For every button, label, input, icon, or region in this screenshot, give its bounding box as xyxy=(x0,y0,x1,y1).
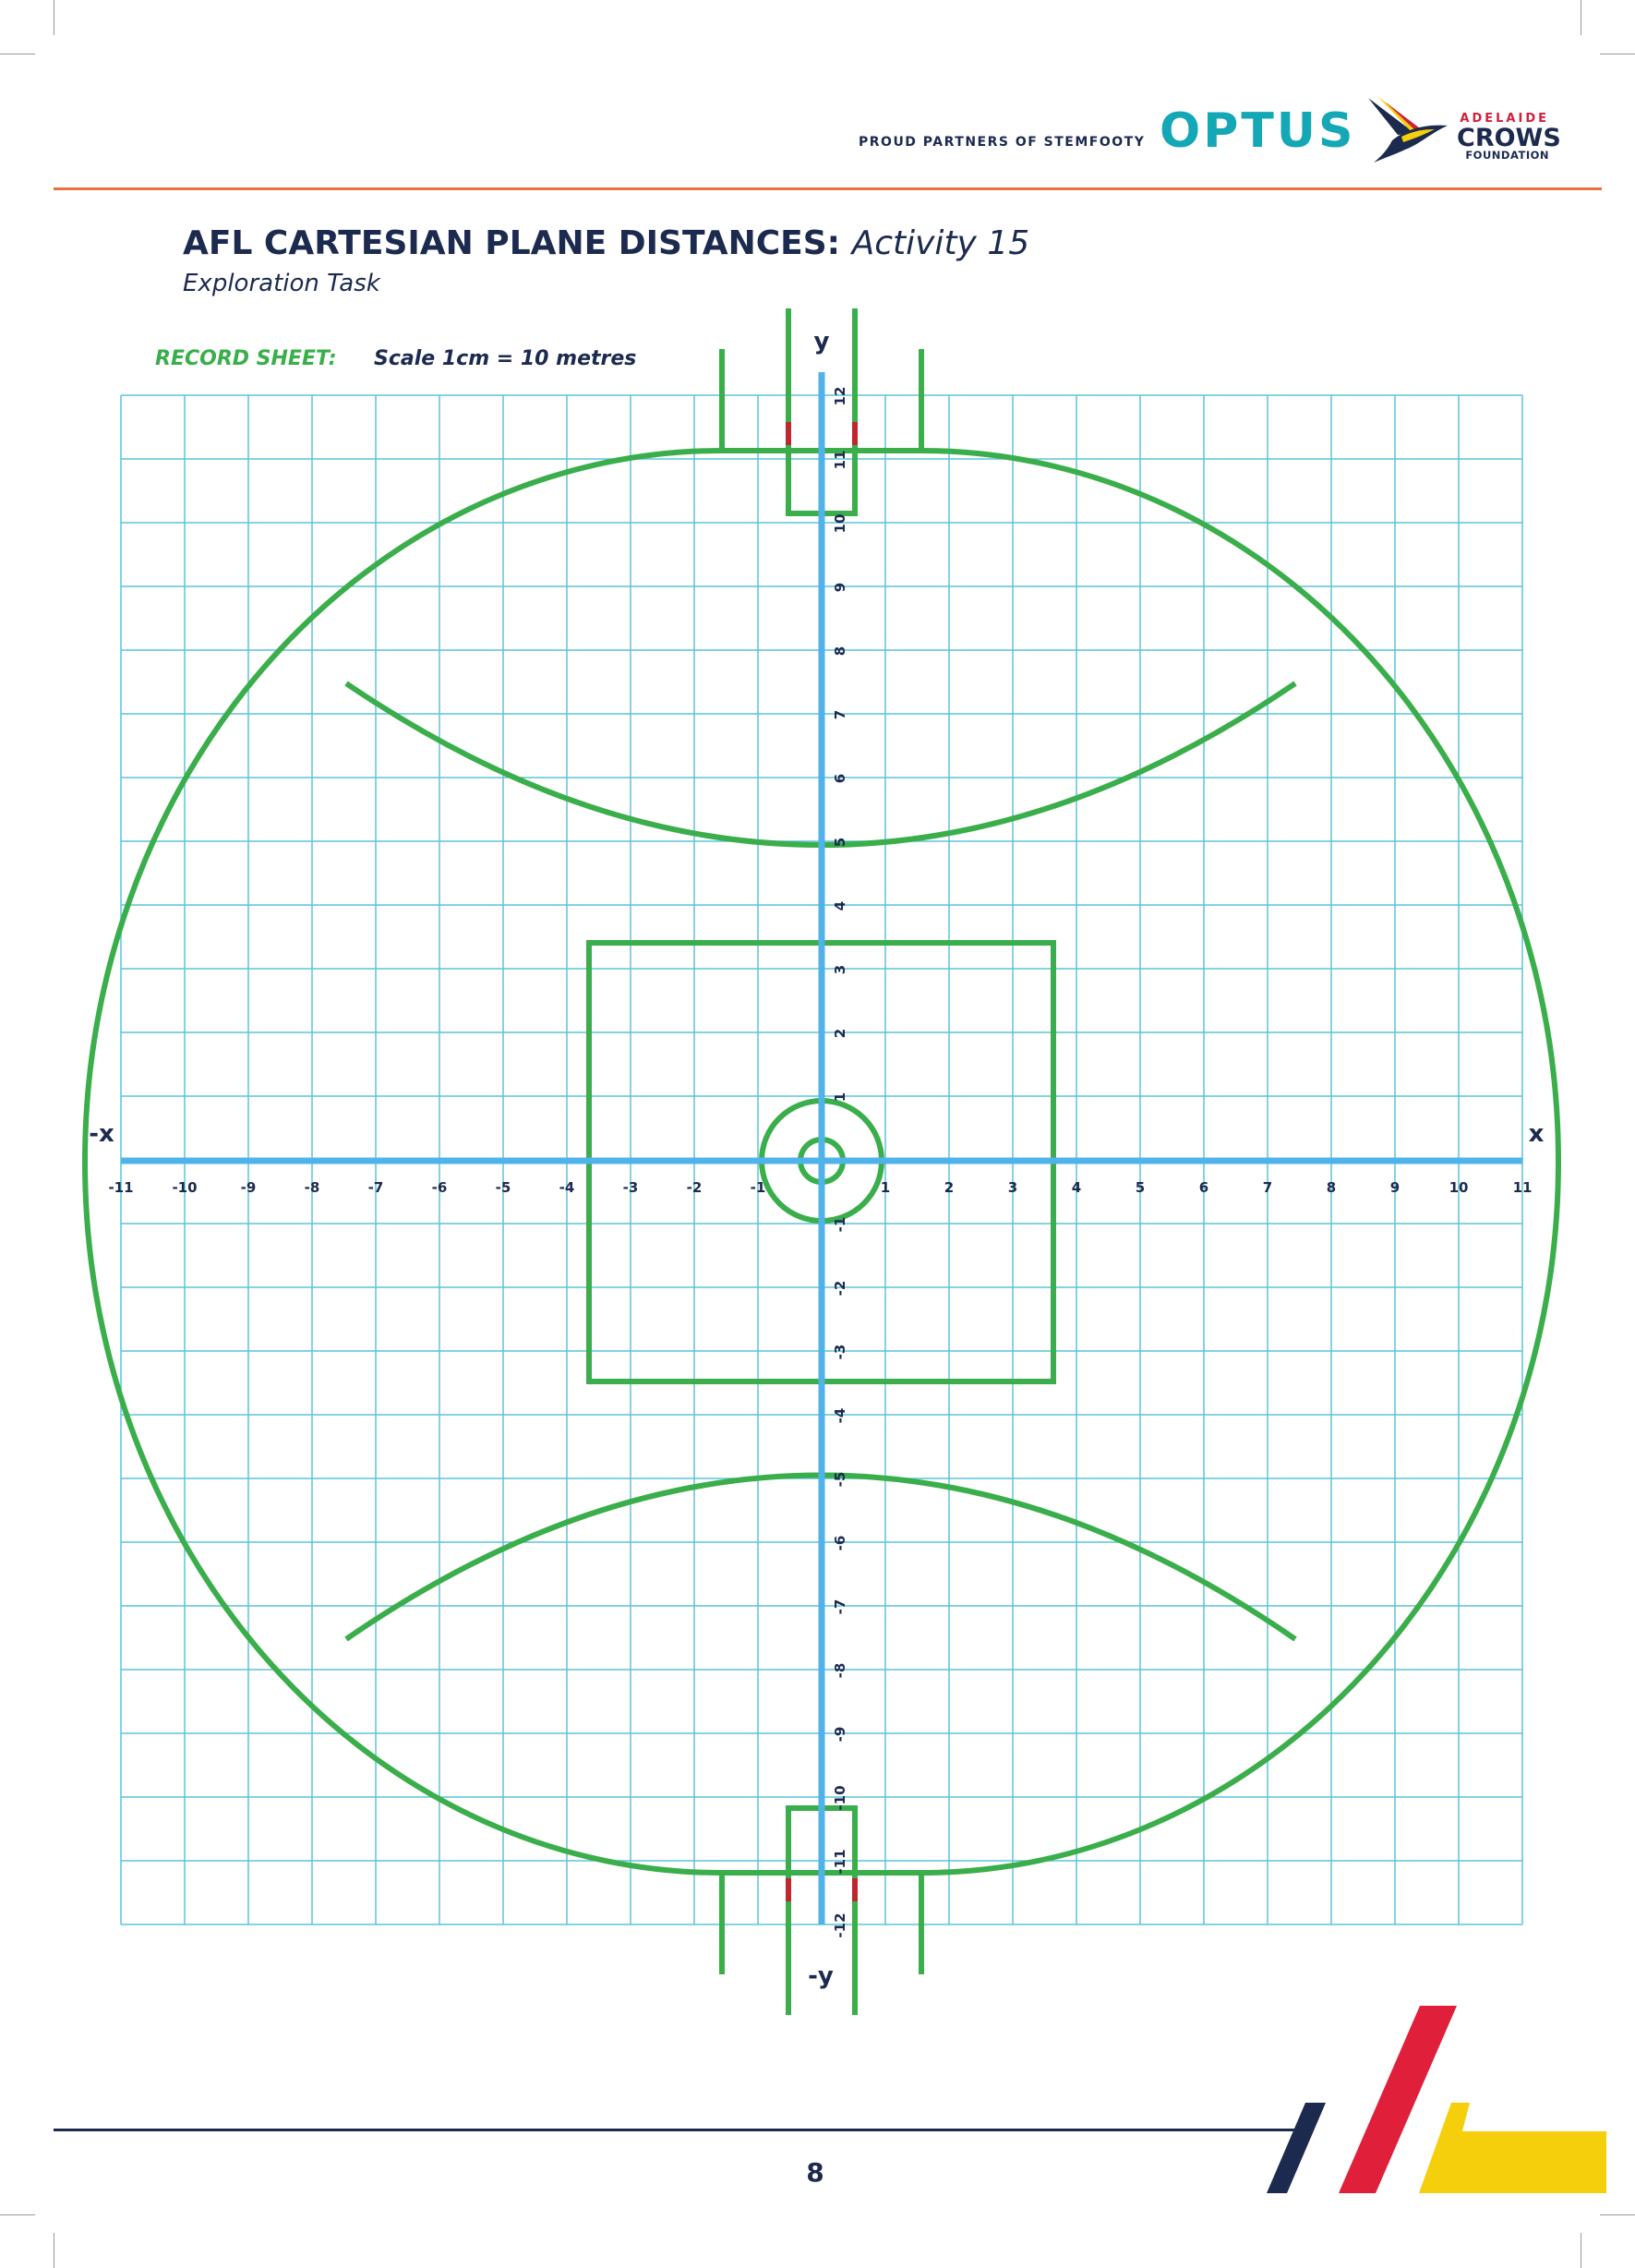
page-number: 8 xyxy=(806,2157,824,2188)
y-tick-label: 12 xyxy=(832,387,848,406)
axes xyxy=(121,372,1522,1924)
yellow-stripe xyxy=(1419,2103,1606,2193)
y-axis-label-positive: y xyxy=(814,328,830,356)
y-tick-label: -8 xyxy=(832,1663,848,1679)
x-tick-label: 8 xyxy=(1327,1179,1336,1196)
goal-post-markers xyxy=(786,422,858,1901)
crop-mark xyxy=(1600,2214,1635,2215)
x-tick-label: 6 xyxy=(1199,1179,1208,1196)
y-tick-label: 3 xyxy=(832,965,848,974)
x-tick-label: 4 xyxy=(1072,1179,1081,1196)
y-tick-label: -1 xyxy=(832,1217,848,1233)
y-tick-label: -10 xyxy=(832,1785,848,1810)
x-tick-label: -2 xyxy=(687,1179,703,1196)
navy-stripe xyxy=(1267,2103,1326,2193)
tick-labels: -11 -10 -9 -8 -7 -6 -5 -4 -3 -2 -1 1 2 3 4 5 6 7 8 9 10 11121… xyxy=(108,387,1532,1938)
y-tick-label: 5 xyxy=(832,838,848,847)
y-tick-label: -5 xyxy=(832,1472,848,1488)
y-tick-label: 9 xyxy=(832,583,848,592)
x-axis-label-positive: x xyxy=(1529,1120,1545,1148)
y-tick-label: -3 xyxy=(832,1345,848,1360)
x-tick-label: -1 xyxy=(751,1179,766,1196)
x-tick-label: -5 xyxy=(496,1179,511,1196)
y-tick-label: -4 xyxy=(832,1408,848,1424)
y-tick-label: 7 xyxy=(832,710,848,719)
x-tick-label: 11 xyxy=(1513,1179,1533,1196)
x-tick-label: 1 xyxy=(881,1179,890,1196)
crows-logo-foundation: FOUNDATION xyxy=(1465,149,1549,162)
record-sheet-label: RECORD SHEET: xyxy=(155,347,337,370)
x-tick-label: 9 xyxy=(1390,1179,1400,1196)
x-tick-label: -6 xyxy=(432,1179,448,1196)
y-tick-label: 2 xyxy=(832,1029,848,1038)
crows-logo-crows: CROWS xyxy=(1457,124,1561,152)
y-tick-label: 10 xyxy=(832,514,848,534)
x-tick-label: -4 xyxy=(559,1179,575,1196)
footer-divider xyxy=(54,2129,1309,2131)
y-tick-label: 6 xyxy=(832,774,848,783)
header-divider xyxy=(54,187,1602,190)
x-tick-label: 3 xyxy=(1008,1179,1017,1196)
x-axis-label-negative: -x xyxy=(89,1120,114,1148)
x-tick-label: -8 xyxy=(305,1179,320,1196)
page-subtitle: Exploration Task xyxy=(183,270,380,297)
y-tick-label: 4 xyxy=(832,901,848,911)
y-tick-label: -7 xyxy=(832,1599,848,1615)
optus-logo: OPTUS xyxy=(1160,103,1356,159)
x-tick-label: -11 xyxy=(108,1179,133,1196)
y-tick-label: -9 xyxy=(832,1727,848,1743)
x-tick-label: 2 xyxy=(944,1179,954,1196)
page-title: AFL CARTESIAN PLANE DISTANCES: Activity … xyxy=(183,227,1029,260)
x-tick-label: 5 xyxy=(1136,1179,1145,1196)
y-axis-label-negative: -y xyxy=(808,1962,834,1990)
partners-label: PROUD PARTNERS OF STEMFOOTY xyxy=(859,135,1146,150)
y-tick-label: -6 xyxy=(832,1536,848,1551)
y-tick-label: -12 xyxy=(832,1912,848,1937)
crop-mark xyxy=(0,2214,35,2215)
crow-bird-icon xyxy=(1368,96,1448,163)
x-tick-label: -9 xyxy=(241,1179,257,1196)
x-tick-label: -7 xyxy=(368,1179,384,1196)
page-title-main: AFL CARTESIAN PLANE DISTANCES: xyxy=(183,224,841,262)
x-tick-label: 7 xyxy=(1263,1179,1272,1196)
x-tick-label: 10 xyxy=(1449,1179,1469,1196)
red-stripe xyxy=(1339,2006,1457,2193)
y-tick-label: 11 xyxy=(832,451,848,470)
page-title-activity: Activity 15 xyxy=(851,224,1030,262)
y-tick-label: 1 xyxy=(832,1092,848,1102)
y-tick-label: -11 xyxy=(832,1849,848,1874)
x-tick-label: -10 xyxy=(172,1179,197,1196)
x-tick-label: -3 xyxy=(623,1179,639,1196)
y-tick-label: -2 xyxy=(832,1281,848,1297)
scale-label: Scale 1cm = 10 metres xyxy=(374,347,637,370)
y-tick-label: 8 xyxy=(832,646,848,656)
crows-logo-adelaide: ADELAIDE xyxy=(1460,112,1549,126)
